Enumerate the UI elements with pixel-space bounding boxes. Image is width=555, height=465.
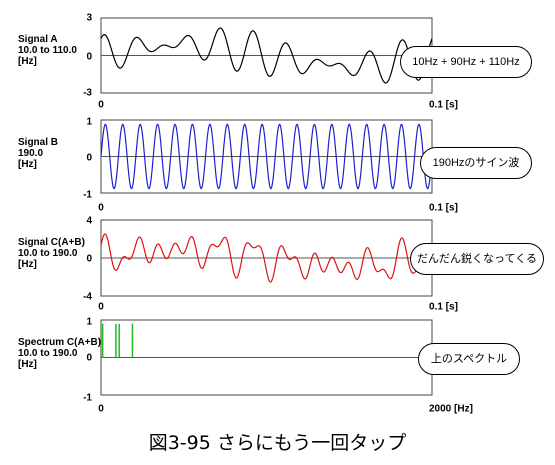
x-tick-start-3: 0: [98, 404, 104, 415]
figure-caption: 図3-95 さらにもう一回タップ: [148, 432, 407, 454]
callout-signal-b: 190Hzのサイン波: [420, 147, 532, 179]
x-tick-end-1: 0.1 [s]: [429, 203, 458, 214]
spectrum-c-label-line-3: [Hz]: [18, 359, 37, 370]
y-tick-label-3-1: 0: [86, 353, 92, 364]
signal-c-label: Signal C(A+B) 10.0 to 190.0 [Hz]: [18, 237, 85, 270]
x-tick-end-2: 0.1 [s]: [429, 302, 458, 313]
spectrum-c-label-line-2: 10.0 to 190.0: [18, 348, 78, 359]
series-line-1: [100, 123, 433, 190]
x-tick-start-1: 0: [98, 203, 104, 214]
series-line-0: [100, 27, 433, 84]
callout-signal-c: だんだん鋭くなってくる: [410, 243, 544, 275]
signal-b-label-line-1: Signal B: [18, 137, 59, 148]
y-tick-label-1-1: 0: [86, 153, 92, 164]
y-tick-label-2-1: 0: [86, 254, 92, 265]
spectrum-c-label: Spectrum C(A+B) 10.0 to 190.0 [Hz]: [18, 337, 101, 370]
spectrum-c-label-line-1: Spectrum C(A+B): [18, 337, 102, 348]
signal-b-label-line-2: 190.0: [18, 148, 44, 159]
y-tick-label-3-0: 1: [86, 317, 92, 328]
signal-a-label: Signal A 10.0 to 110.0 [Hz]: [18, 34, 77, 67]
y-tick-label-1-0: 1: [86, 117, 92, 128]
y-tick-label-3-2: -1: [83, 393, 92, 404]
signal-b-label-line-3: [Hz]: [18, 159, 37, 170]
signal-a-label-line-1: Signal A: [18, 34, 58, 45]
y-tick-label-0-0: 3: [86, 13, 92, 24]
x-tick-end-3: 2000 [Hz]: [429, 404, 473, 415]
x-tick-start-2: 0: [98, 302, 104, 313]
x-tick-end-0: 0.1 [s]: [429, 100, 458, 111]
y-tick-label-2-0: 4: [86, 216, 92, 227]
signal-c-label-line-3: [Hz]: [18, 259, 37, 270]
signal-c-label-line-1: Signal C(A+B): [18, 237, 85, 248]
y-tick-label-0-2: -3: [83, 88, 92, 99]
series-line-2: [100, 233, 433, 283]
callout-signal-a: 10Hz + 90Hz + 110Hz: [400, 46, 532, 78]
y-tick-label-2-2: -4: [83, 292, 92, 303]
y-tick-label-0-1: 0: [86, 52, 92, 63]
signal-c-label-line-2: 10.0 to 190.0: [18, 248, 78, 259]
signal-a-label-line-2: 10.0 to 110.0: [18, 45, 77, 56]
signal-a-label-line-3: [Hz]: [18, 56, 37, 67]
x-tick-start-0: 0: [98, 100, 104, 111]
callout-spectrum-c: 上のスペクトル: [418, 343, 520, 375]
signal-b-label: Signal B 190.0 [Hz]: [18, 137, 58, 170]
y-tick-label-1-2: -1: [83, 190, 92, 201]
